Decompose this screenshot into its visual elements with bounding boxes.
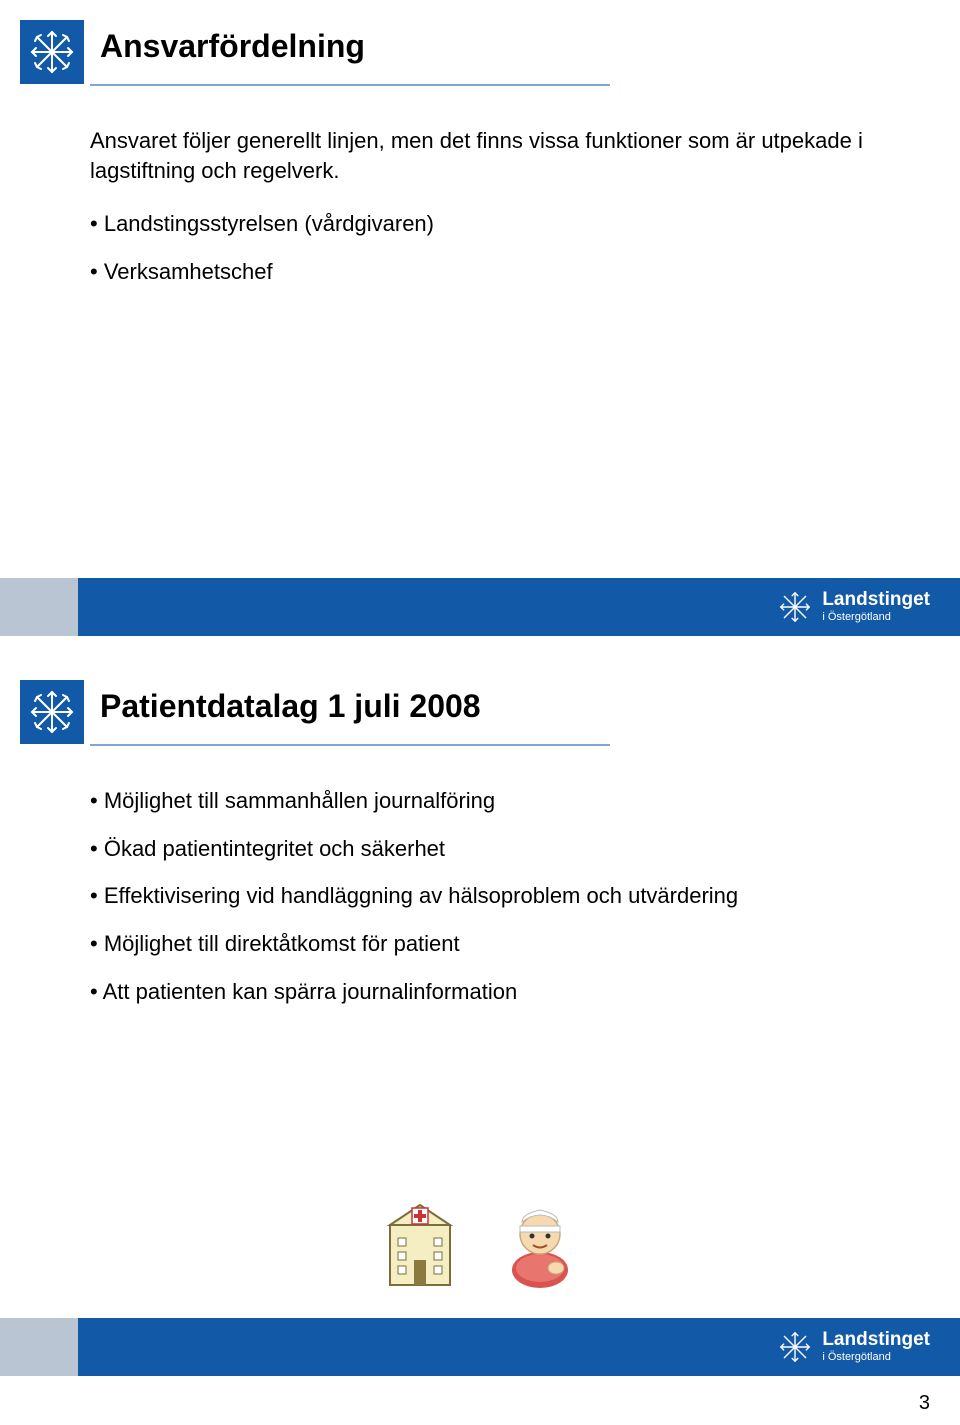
bullet-item: Ökad patientintegritet och säkerhet	[90, 834, 900, 864]
footer-blue-bar: Landstinget i Östergötland	[78, 578, 960, 636]
bullet-item: Möjlighet till sammanhållen journalförin…	[90, 786, 900, 816]
snowflake-icon	[28, 28, 76, 76]
bullet-item: Verksamhetschef	[90, 257, 900, 287]
footer-blue-bar: Landstinget i Östergötland	[78, 1318, 960, 1376]
logo-badge	[20, 20, 84, 84]
patient-icon	[500, 1200, 580, 1290]
snowflake-icon	[778, 1330, 812, 1364]
footer-brand-sub: i Östergötland	[822, 1352, 930, 1364]
snowflake-icon	[778, 590, 812, 624]
hospital-icon	[380, 1200, 460, 1290]
footer-gray-block	[0, 1318, 78, 1376]
page-number: 3	[919, 1392, 930, 1415]
title-underline	[90, 84, 610, 86]
bullet-item: Effektivisering vid handläggning av häls…	[90, 881, 900, 911]
footer-gray-block	[0, 578, 78, 636]
bullet-item: Att patienten kan spärra journalinformat…	[90, 977, 900, 1007]
footer-brand-main: Landstinget	[822, 1330, 930, 1350]
bullet-item: Möjlighet till direktåtkomst för patient	[90, 929, 900, 959]
bullet-item: Landstingsstyrelsen (vårdgivaren)	[90, 209, 900, 239]
slide-title: Ansvarfördelning	[84, 20, 385, 73]
footer-brand-sub: i Östergötland	[822, 612, 930, 624]
footer-brand-main: Landstinget	[822, 590, 930, 610]
logo-badge	[20, 680, 84, 744]
snowflake-icon	[28, 688, 76, 736]
slide-title: Patientdatalag 1 juli 2008	[84, 680, 501, 733]
intro-paragraph: Ansvaret följer generellt linjen, men de…	[90, 126, 900, 185]
title-underline	[90, 744, 610, 746]
